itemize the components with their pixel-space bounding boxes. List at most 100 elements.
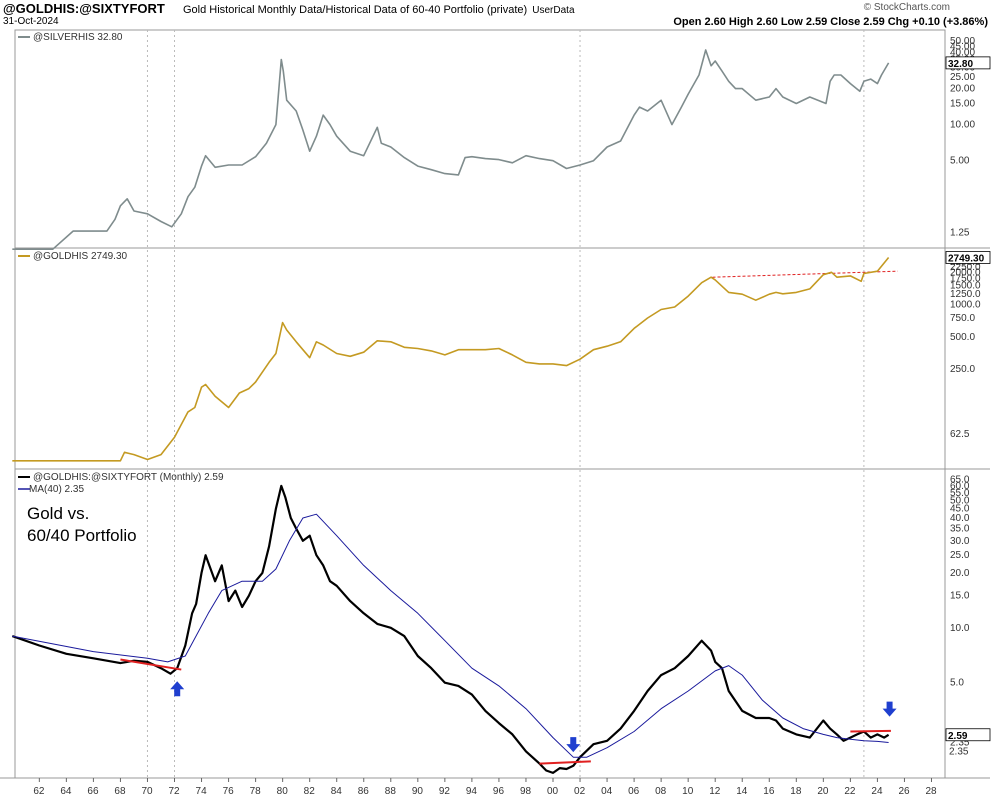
userdata-label: UserData: [532, 5, 575, 16]
support-line: [850, 729, 891, 733]
x-tick-label: 24: [871, 786, 883, 797]
y-tick-label-silver: 50.00: [950, 36, 975, 47]
x-tick-label: 00: [547, 786, 559, 797]
y-tick-label-gold: 250.0: [950, 364, 975, 375]
chart-date: 31-Oct-2024: [3, 16, 59, 27]
x-tick-label: 74: [196, 786, 208, 797]
y-tick-label-gold: 1250.0: [950, 289, 981, 300]
x-tick-label: 94: [466, 786, 478, 797]
chart-annotation: Gold vs.: [27, 504, 89, 523]
series-line-silver: [12, 49, 890, 250]
y-tick-label-ratio: 25.0: [950, 550, 970, 561]
y-tick-label-ratio: 35.0: [950, 524, 970, 535]
y-tick-label-ratio: 40.0: [950, 513, 970, 524]
x-tick-label: 64: [60, 786, 72, 797]
y-tick-label-silver: 25.00: [950, 72, 975, 83]
x-tick-label: 68: [114, 786, 126, 797]
x-tick-label: 16: [763, 786, 775, 797]
series-line-ratio: [11, 484, 890, 774]
y-tick-label-ratio: 50.0: [950, 495, 970, 506]
y-tick-label-ratio: 65.0: [950, 475, 970, 486]
low-value: Low 2.59: [780, 16, 828, 28]
panel-title-gold: @GOLDHIS 2749.30: [33, 251, 128, 262]
arrow-marker-down: [882, 701, 897, 717]
y-tick-label-ratio: 45.0: [950, 504, 970, 515]
last-value-box-ratio: [945, 728, 991, 742]
chart-annotation: 60/40 Portfolio: [27, 526, 137, 545]
x-tick-label: 70: [141, 786, 153, 797]
x-tick-label: 28: [925, 786, 937, 797]
ohlc-readout: Open 2.60 High 2.60 Low 2.59 Close 2.59 Chg …: [670, 16, 988, 28]
x-tick-label: 96: [493, 786, 505, 797]
last-value-ratio: 2.59: [948, 731, 968, 742]
panel-subtitle-ma40: MA(40) 2.35: [29, 484, 84, 495]
y-tick-label-ratio: 60.0: [950, 481, 970, 492]
x-tick-label: 06: [628, 786, 640, 797]
y-tick-label-ratio: 55.0: [950, 488, 970, 499]
x-tick-label: 10: [682, 786, 694, 797]
last-value-box-gold: [945, 251, 991, 264]
x-tick-label: 92: [439, 786, 451, 797]
x-tick-label: 82: [304, 786, 316, 797]
stockcharts-credit: © StockCharts.com: [863, 2, 950, 13]
y-tick-label-silver: 10.00: [950, 120, 975, 131]
x-tick-label: 08: [655, 786, 667, 797]
y-tick-label-ratio: 10.0: [950, 623, 970, 634]
x-tick-label: 78: [250, 786, 262, 797]
chart-header: @GOLDHIS:@SIXTYFORT Gold Historical Mont…: [0, 0, 1000, 30]
x-tick-label: 04: [601, 786, 613, 797]
x-tick-label: 76: [223, 786, 235, 797]
y-tick-label-gold: 2000.0: [950, 267, 981, 278]
description-text: Gold Historical Monthly Data/Historical …: [183, 4, 528, 16]
x-tick-label: 66: [87, 786, 99, 797]
chart-symbol: @GOLDHIS:@SIXTYFORT: [3, 1, 165, 16]
y-tick-label-silver: 40.00: [950, 48, 975, 59]
x-tick-label: 80: [277, 786, 289, 797]
x-tick-label: 22: [844, 786, 856, 797]
y-tick-label-gold: 750.0: [950, 313, 975, 324]
y-tick-label-gold: 1750.0: [950, 274, 981, 285]
x-tick-label: 20: [817, 786, 829, 797]
x-tick-label: 72: [169, 786, 181, 797]
change-value: Chg +0.10 (+3.86%): [887, 16, 988, 28]
y-tick-label-ratio: 20.0: [950, 568, 970, 579]
panel-title-ratio: @GOLDHIS:@SIXTYFORT (Monthly) 2.59: [33, 472, 224, 483]
y-tick-label-gold: 62.5: [950, 429, 970, 440]
y-tick-label-gold: 2250.0: [950, 262, 981, 273]
x-tick-label: 84: [331, 786, 343, 797]
y-tick-label-silver: 20.00: [950, 84, 975, 95]
y-tick-label-silver: 1.25: [950, 228, 970, 239]
support-line: [539, 760, 591, 765]
x-tick-label: 90: [412, 786, 424, 797]
ma-value-label: 2.35: [949, 746, 969, 757]
last-value-gold: 2749.30: [948, 253, 985, 264]
x-tick-label: 02: [574, 786, 586, 797]
open-value: Open 2.60: [673, 16, 726, 28]
y-tick-label-gold: 1000.0: [950, 300, 981, 311]
y-tick-label-silver: 5.00: [950, 156, 970, 167]
arrow-marker-down: [566, 737, 581, 753]
high-value: High 2.60: [728, 16, 778, 28]
x-tick-label: 26: [898, 786, 910, 797]
chart-description: Gold Historical Monthly Data/Historical …: [183, 4, 575, 16]
last-value-box-silver: [945, 56, 991, 70]
series-line-ma40: [12, 513, 889, 758]
close-value: Close 2.59: [830, 16, 885, 28]
resistance-line: [712, 270, 898, 278]
series-line-gold: [12, 256, 890, 462]
y-tick-label-gold: 1500.0: [950, 281, 981, 292]
y-tick-label-ratio: 30.0: [950, 536, 970, 547]
y-tick-label-gold: 500.0: [950, 332, 975, 343]
panel-title-silver: @SILVERHIS 32.80: [33, 32, 123, 43]
last-value-silver: 32.80: [948, 59, 973, 70]
y-tick-label-ratio: 5.0: [950, 678, 964, 689]
x-tick-label: 62: [33, 786, 45, 797]
x-tick-label: 88: [385, 786, 397, 797]
y-tick-label-silver: 45.00: [950, 41, 975, 52]
arrow-marker-up: [170, 681, 185, 697]
x-tick-label: 86: [358, 786, 370, 797]
x-tick-label: 14: [736, 786, 748, 797]
x-tick-label: 98: [520, 786, 532, 797]
x-tick-label: 18: [790, 786, 802, 797]
